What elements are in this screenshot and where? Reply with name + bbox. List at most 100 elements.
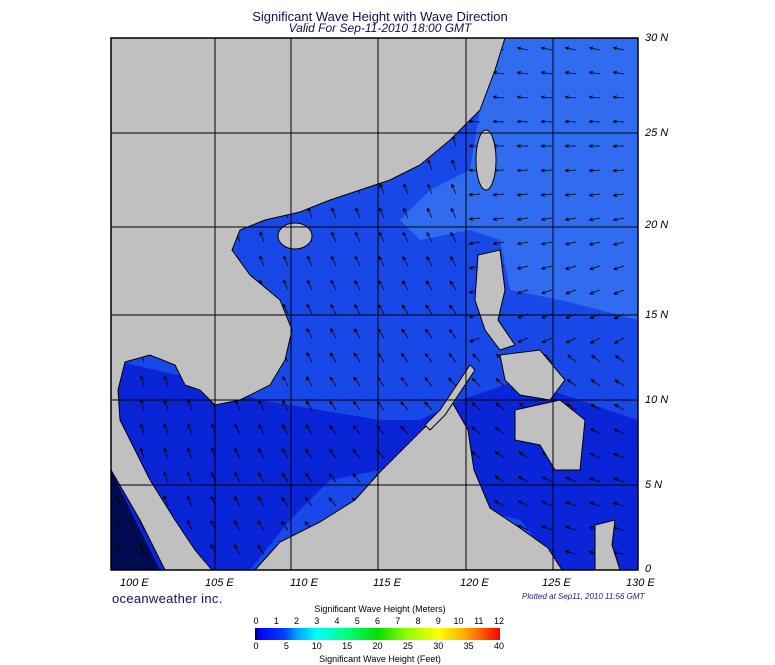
wave-direction-arrow <box>518 451 529 459</box>
wave-direction-arrow <box>541 476 553 483</box>
wave-direction-arrow <box>540 119 553 124</box>
wave-direction-arrow <box>448 328 457 339</box>
wave-direction-arrow <box>540 144 553 148</box>
wave-direction-arrow <box>353 400 361 411</box>
wave-direction-arrow <box>589 337 601 344</box>
wave-direction-arrow <box>330 304 337 315</box>
wave-direction-arrow <box>354 231 361 243</box>
wave-direction-arrow <box>186 519 193 531</box>
land-palawan <box>424 364 476 431</box>
wave-direction-arrow <box>352 425 361 435</box>
wave-direction-arrow <box>541 337 553 343</box>
meters-tick: 11 <box>474 616 484 626</box>
wave-direction-arrow <box>612 193 625 197</box>
wave-direction-arrow <box>589 501 601 507</box>
wave-direction-arrow <box>540 70 553 75</box>
meters-tick: 1 <box>273 616 279 626</box>
wave-direction-arrow <box>469 337 481 343</box>
wave-direction-arrow <box>139 543 145 555</box>
wave-direction-arrow <box>401 280 409 291</box>
meters-tick: 7 <box>395 616 401 626</box>
wave-direction-arrow <box>448 377 457 387</box>
wave-direction-arrow <box>307 255 313 267</box>
feet-tick: 0 <box>253 641 259 651</box>
wave-direction-arrow <box>541 46 553 51</box>
wave-direction-arrow <box>233 544 241 555</box>
color-scale-bar <box>255 628 500 640</box>
wave-direction-arrow <box>589 452 601 459</box>
wave-direction-arrow <box>450 232 457 243</box>
lat-label: 5 N <box>645 479 663 491</box>
wave-direction-arrow <box>516 192 529 197</box>
wave-direction-arrow <box>234 472 241 483</box>
wave-direction-arrow <box>163 423 169 435</box>
wave-direction-arrow <box>494 451 505 459</box>
map-frame <box>110 37 639 571</box>
wave-direction-arrow <box>588 70 601 75</box>
wave-direction-arrow <box>402 256 409 267</box>
wave-direction-arrow <box>541 265 553 270</box>
map-title: Significant Wave Height with Wave Direct… <box>252 9 508 24</box>
wave-direction-arrow <box>258 448 265 459</box>
wave-direction-arrow <box>378 231 385 243</box>
wave-direction-arrow <box>234 423 241 435</box>
wave-direction-arrow <box>613 502 625 507</box>
wave-direction-arrow <box>565 289 577 295</box>
wave-direction-arrow <box>281 424 289 435</box>
wave-direction-arrow <box>426 256 433 267</box>
wave-direction-arrow <box>139 447 145 459</box>
wave-direction-arrow <box>494 426 505 435</box>
lat-label: 10 N <box>645 394 669 406</box>
wave-direction-arrow <box>352 449 361 459</box>
wave-direction-arrow <box>613 46 625 51</box>
land-sulawesi <box>594 519 621 570</box>
wave-direction-arrow <box>281 448 289 459</box>
wave-direction-arrow <box>588 217 601 222</box>
wave-direction-arrow <box>614 404 625 411</box>
wave-direction-arrow <box>495 402 505 411</box>
wave-direction-arrow <box>234 496 241 507</box>
wave-direction-arrow <box>564 119 577 124</box>
meters-tick: 4 <box>334 616 340 626</box>
wave-direction-arrow <box>424 353 433 363</box>
wave-direction-arrow <box>589 46 601 51</box>
feet-tick: 40 <box>493 641 505 651</box>
wave-direction-arrow <box>566 378 577 387</box>
land-mainland-asia <box>111 38 506 570</box>
feet-tick: 5 <box>283 641 289 651</box>
wave-direction-arrow <box>427 159 433 171</box>
wave-direction-arrow <box>379 207 385 219</box>
wave-direction-arrow <box>590 428 601 435</box>
wave-direction-arrow <box>424 401 433 411</box>
wave-direction-arrow <box>257 544 265 555</box>
meters-tick: 5 <box>354 616 360 626</box>
wave-direction-arrow <box>516 241 529 246</box>
wave-direction-arrow <box>163 495 169 507</box>
wave-direction-arrow <box>612 217 625 222</box>
wave-direction-arrow <box>257 472 265 483</box>
wave-direction-arrow <box>331 231 337 243</box>
wave-direction-arrow <box>353 352 361 363</box>
lat-label: 20 N <box>645 219 669 231</box>
wave-direction-arrow <box>450 207 457 219</box>
wave-direction-arrow <box>565 337 577 344</box>
wave-direction-arrow <box>448 353 457 363</box>
wave-direction-arrow <box>492 217 505 221</box>
wave-direction-arrow <box>517 289 529 295</box>
wave-direction-arrow <box>612 119 625 124</box>
wave-direction-arrow <box>426 231 433 243</box>
legend-feet-title: Significant Wave Height (Feet) <box>319 654 441 664</box>
wave-direction-arrow <box>468 192 481 197</box>
wave-direction-arrow <box>564 144 577 148</box>
land-mindanao <box>514 399 586 471</box>
wave-direction-arrow <box>565 501 577 507</box>
wave-direction-arrow <box>468 241 481 246</box>
wave-direction-arrow <box>306 303 313 315</box>
wave-direction-arrow <box>589 477 601 483</box>
wave-direction-arrow <box>612 144 625 149</box>
meters-tick: 9 <box>435 616 441 626</box>
wave-direction-arrow <box>187 447 193 459</box>
wave-direction-arrow <box>403 207 409 219</box>
lat-label: 25 N <box>645 127 669 139</box>
wave-direction-arrow <box>565 476 577 483</box>
